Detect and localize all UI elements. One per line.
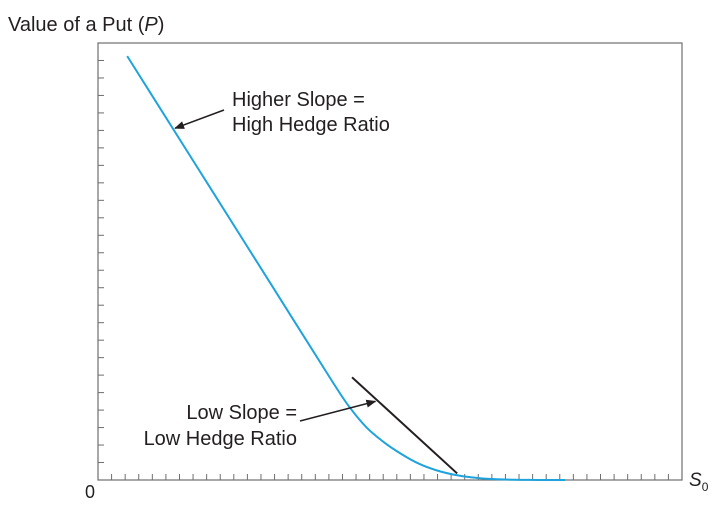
annotation-low-slope-arrow: [299, 399, 377, 422]
x-axis-ticks: [111, 474, 669, 480]
y-axis-ticks: [98, 59, 104, 464]
put-value-curve: [126, 55, 566, 482]
annotation-low-slope-line2: Low Hedge Ratio: [144, 428, 297, 450]
tangent-line: [351, 376, 458, 475]
plot-frame: [97, 42, 683, 481]
x-axis-label-sub: 0: [702, 480, 709, 494]
annotation-low-slope: Low Slope = Low Hedge Ratio: [144, 399, 377, 450]
x-axis-label-base: S: [689, 470, 702, 491]
annotation-high-slope-line2: High Hedge Ratio: [232, 114, 390, 136]
x-axis-label: S0: [689, 470, 709, 494]
annotation-high-slope: Higher Slope = High Hedge Ratio: [174, 89, 390, 136]
origin-label: 0: [85, 482, 95, 502]
annotation-high-slope-line1: Higher Slope =: [232, 89, 365, 111]
annotation-low-slope-line1: Low Slope =: [186, 402, 297, 424]
annotation-high-slope-arrow: [174, 109, 225, 129]
chart-title-suffix: ): [158, 14, 165, 36]
chart-title-var: P: [144, 14, 158, 36]
chart-title: Value of a Put (P): [8, 14, 164, 36]
chart-title-prefix: Value of a Put (: [8, 14, 145, 36]
